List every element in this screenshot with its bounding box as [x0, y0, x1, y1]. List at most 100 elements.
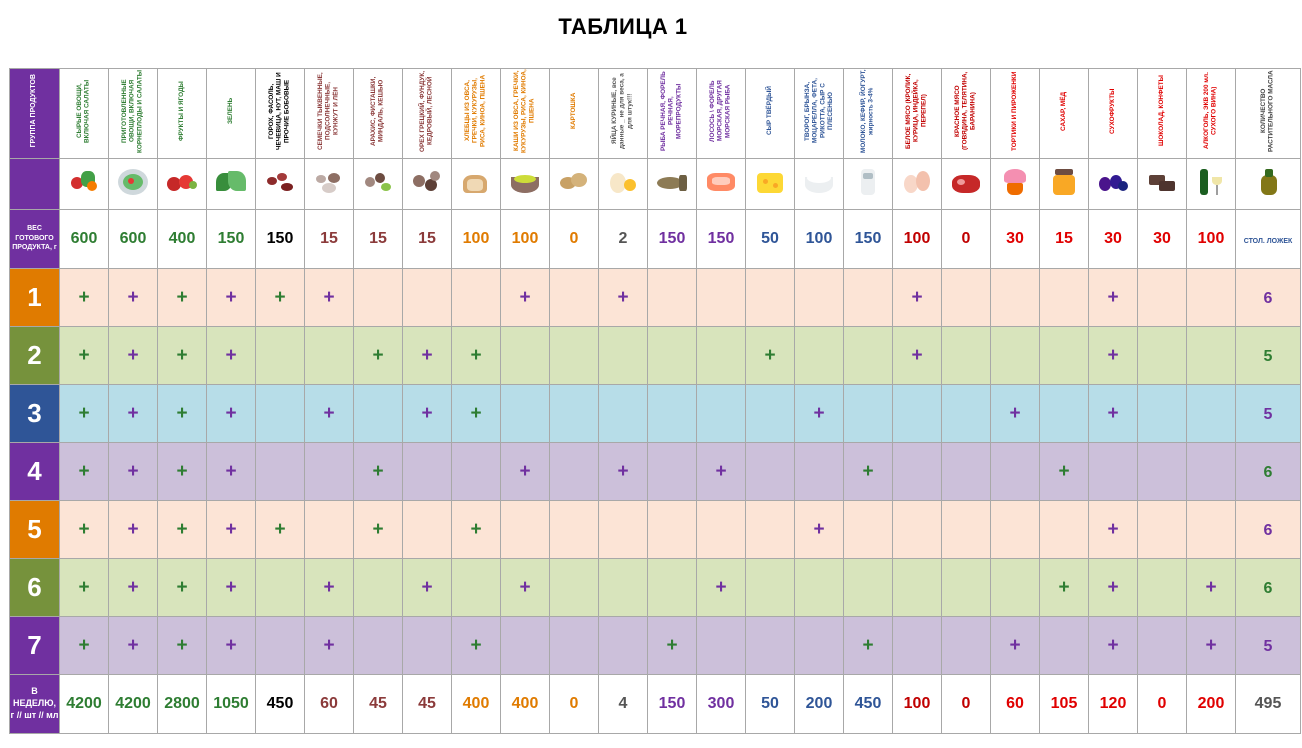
day-cell: + [1039, 558, 1089, 617]
total-value: 400 [462, 695, 490, 712]
day-cell: + [157, 326, 207, 385]
total-value: 60 [320, 695, 338, 712]
weight-cell: 15 [353, 209, 403, 269]
column-header-label: КАРТОШКА [570, 92, 578, 130]
total-cell: 450 [255, 674, 305, 734]
white-meat-icon [900, 167, 934, 197]
plus-mark: + [225, 344, 237, 366]
day-cell [255, 558, 305, 617]
day-number: 5 [27, 514, 42, 544]
day-cell: + [59, 500, 109, 559]
cupcake-icon [998, 167, 1032, 197]
plus-mark: + [225, 518, 237, 540]
day-cell [402, 442, 452, 501]
weight-label: ВЕС ГОТОВОГО ПРОДУКТА, г [12, 225, 57, 251]
icon-cell [402, 158, 452, 210]
column-header: ПРИГОТОВЛЕННЫЕ ОВОЩИ, ВКЛЮЧАЯ КОРНЕПЛОДЫ… [108, 68, 158, 159]
total-cell: 45 [402, 674, 452, 734]
plus-mark: + [225, 460, 237, 482]
plus-mark: + [617, 286, 629, 308]
icon-cell [304, 158, 354, 210]
plus-mark: + [176, 576, 188, 598]
day-cell [353, 268, 403, 327]
day-cell [598, 384, 648, 443]
icon-cell [353, 158, 403, 210]
plus-mark: + [176, 402, 188, 424]
column-header-label: СУХОФРУКТЫ [1109, 88, 1117, 134]
plus-mark: + [1205, 634, 1217, 656]
total-cell: 4200 [59, 674, 109, 734]
day-cell [745, 558, 795, 617]
day-cell: + [304, 616, 354, 675]
weight-value: 100 [805, 230, 833, 247]
day-cell: + [59, 384, 109, 443]
day-cell: + [892, 268, 942, 327]
oil-cell: 5 [1235, 384, 1301, 443]
plus-mark: + [715, 460, 727, 482]
column-header: ШОКОЛАД, КОНФЕТЫ [1137, 68, 1187, 159]
day-cell [794, 558, 844, 617]
column-header: СУХОФРУКТЫ [1088, 68, 1138, 159]
oil-spoons-value: 6 [1263, 579, 1273, 597]
day-cell [794, 616, 844, 675]
day-cell: + [108, 616, 158, 675]
day-number-cell: 4 [9, 442, 60, 501]
weight-cell: 15 [304, 209, 354, 269]
day-cell: + [1088, 384, 1138, 443]
day-cell: + [598, 442, 648, 501]
day-cell [1186, 326, 1236, 385]
greens-icon [214, 167, 248, 197]
icon-cell [794, 158, 844, 210]
fish-icon [655, 167, 689, 197]
plus-mark: + [519, 286, 531, 308]
total-cell: 4 [598, 674, 648, 734]
day-cell [794, 268, 844, 327]
day-cell: + [1186, 616, 1236, 675]
weight-value: 100 [511, 230, 539, 247]
day-cell [1137, 500, 1187, 559]
weight-cell: 150 [647, 209, 697, 269]
column-header: РЫБА РЕЧНАЯ, ФОРЕЛЬ РЕЧНАЯ, МОРЕПРОДУКТЫ [647, 68, 697, 159]
weight-value: 100 [1197, 230, 1225, 247]
plus-mark: + [1107, 402, 1119, 424]
weight-cell: 100 [451, 209, 501, 269]
plus-mark: + [176, 344, 188, 366]
icon-cell [647, 158, 697, 210]
plus-mark: + [127, 634, 139, 656]
column-header-label: ЗЕЛЕНЬ [227, 97, 235, 125]
day-cell: + [598, 268, 648, 327]
day-cell: + [1186, 558, 1236, 617]
day-cell: + [206, 558, 256, 617]
diet-table: ГРУППА ПРОДУКТОВ СЫРЫЕ ОВОЩИ, ВКЛЮЧАЯ САЛ… [9, 68, 1301, 734]
column-header-label: БЕЛОЕ МЯСО (КРОЛИК, КУРИЦА, ИНДЕЙКА, ПЕР… [905, 73, 928, 149]
total-cell: 495 [1235, 674, 1301, 734]
day-cell [451, 442, 501, 501]
plus-mark: + [225, 634, 237, 656]
day-cell: + [1088, 500, 1138, 559]
day-cell [794, 326, 844, 385]
weight-value: 0 [569, 230, 579, 247]
day-cell [1039, 500, 1089, 559]
cheese-icon [753, 167, 787, 197]
total-cell: 60 [304, 674, 354, 734]
day-cell [990, 500, 1040, 559]
icon-cell [500, 158, 550, 210]
plus-mark: + [470, 518, 482, 540]
oil-spoons-value: 6 [1263, 289, 1273, 307]
day-cell: + [206, 384, 256, 443]
header-row: ГРУППА ПРОДУКТОВ СЫРЫЕ ОВОЩИ, ВКЛЮЧАЯ САЛ… [9, 68, 1301, 159]
weight-cell: 100 [794, 209, 844, 269]
plus-mark: + [862, 460, 874, 482]
day-cell [990, 268, 1040, 327]
oil-cell: 5 [1235, 326, 1301, 385]
column-header: ЛОСОСЬ \ ФОРЕЛЬ МОРСКАЯ, ДРУГАЯ МОРСКАЯ … [696, 68, 746, 159]
weight-value: 30 [1104, 230, 1122, 247]
beans-icon [263, 167, 297, 197]
day-cell: + [304, 558, 354, 617]
weight-cell: 30 [1137, 209, 1187, 269]
weight-value: 150 [658, 230, 686, 247]
day-cell [500, 326, 550, 385]
day-cell [696, 500, 746, 559]
weight-cell: 0 [549, 209, 599, 269]
oil-column-header-label: КОЛИЧЕСТВО РАСТИТЕЛЬНОГО МАСЛА [1260, 70, 1275, 152]
